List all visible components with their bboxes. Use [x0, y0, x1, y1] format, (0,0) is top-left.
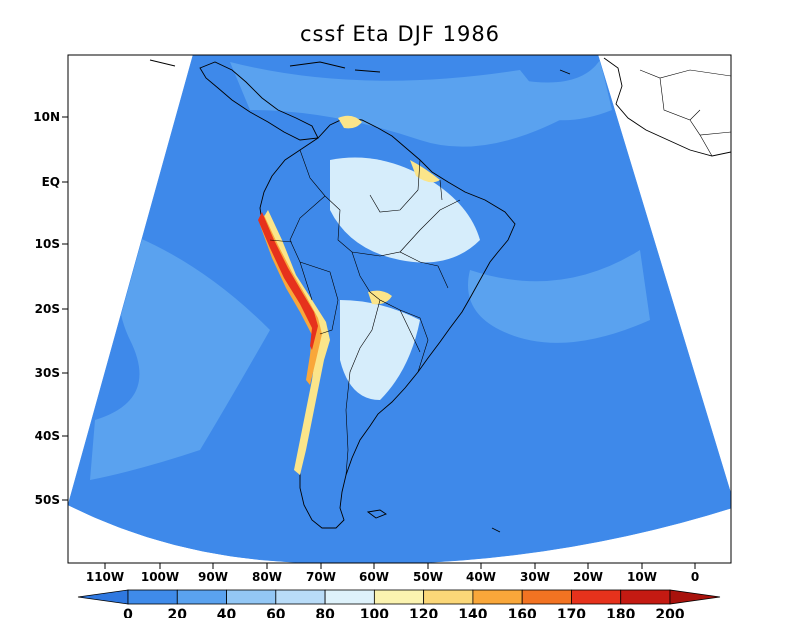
domain-outline [68, 55, 731, 563]
colorbar-arrow-left [77, 589, 129, 605]
ocean-band-south-pacific [90, 230, 270, 480]
lat-tick-label: 20S [35, 302, 60, 316]
lat-tick-label: 30S [35, 366, 60, 380]
caribbean-islands [149, 59, 571, 75]
lat-tick-marks [62, 116, 68, 501]
map-title: cssf Eta DJF 1986 [300, 22, 500, 46]
colorbar-label: 170 [557, 607, 586, 618]
model-domain [68, 55, 731, 563]
plateau-yellow-spot [368, 290, 392, 305]
lon-tick-label: 40W [466, 570, 496, 584]
colorbar-segment [373, 589, 425, 605]
colorbar-arrow-right [669, 589, 721, 605]
colorbar-label: 80 [315, 607, 335, 618]
coastline-africa [149, 57, 731, 533]
lon-tick-label: 20W [573, 570, 603, 584]
colorbar-label: 0 [123, 607, 133, 618]
lat-tick-label: 40S [35, 429, 60, 443]
lon-tick-label: 90W [198, 570, 228, 584]
lon-tick-label: 50W [413, 570, 443, 584]
colorbar-segment [275, 589, 326, 605]
guiana-yellow-spot [338, 115, 362, 129]
colorbar-segment [127, 589, 178, 605]
colorbar-label: 200 [655, 607, 684, 618]
colorbar-label: 160 [508, 607, 537, 618]
lat-axis: 10N EQ 10S 20S 30S 40S 50S [33, 110, 68, 507]
falkland-islands [366, 509, 387, 519]
colorbar-label: 100 [360, 607, 389, 618]
colorbar-label: 40 [217, 607, 237, 618]
lon-tick-marks [104, 563, 696, 569]
south-georgia [491, 527, 501, 533]
colorbar-segment [620, 589, 671, 605]
colorbar-segment [176, 589, 227, 605]
ocean-band-north [230, 62, 560, 147]
lat-tick-label: 10N [33, 110, 60, 124]
colorbar-label: 20 [168, 607, 188, 618]
coast-yellow-spot [410, 160, 440, 183]
colorbar-segment [472, 589, 523, 605]
ocean-band-south-atlantic [468, 250, 650, 343]
lat-tick-label: 50S [35, 493, 60, 507]
lon-axis: 110W 100W 90W 80W 70W 60W 50W 40W 30W 20… [86, 563, 699, 584]
lon-tick-label: 10W [627, 570, 657, 584]
colorbar-segment [423, 589, 474, 605]
land-light-interior [330, 157, 480, 263]
lat-tick-label: EQ [42, 175, 60, 189]
colorbar-segment [226, 589, 277, 605]
colorbar-segment [571, 589, 622, 605]
country-borders [269, 149, 461, 476]
lon-tick-label: 0 [691, 570, 699, 584]
africa-borders [639, 69, 731, 157]
lon-tick-label: 60W [359, 570, 389, 584]
andes-red-band [258, 212, 318, 350]
central-america-land [199, 61, 319, 141]
colorbar-segment [324, 589, 375, 605]
lon-tick-label: 70W [306, 570, 336, 584]
colorbar-label: 180 [606, 607, 635, 618]
lon-tick-label: 110W [86, 570, 124, 584]
ocean-band-east-atlantic [520, 60, 612, 121]
andes-yellow-band [262, 210, 330, 475]
colorbar-label: 140 [458, 607, 487, 618]
land-light-south [340, 300, 420, 400]
colorbar-label: 60 [266, 607, 286, 618]
lat-tick-label: 10S [35, 237, 60, 251]
colorbar: 0 20 40 60 80 100 120 140 160 170 180 200 [77, 589, 721, 618]
colorbar-segment [521, 589, 572, 605]
africa-coastline [603, 57, 731, 157]
lon-tick-label: 100W [141, 570, 179, 584]
lon-tick-label: 80W [252, 570, 282, 584]
lon-tick-label: 30W [520, 570, 550, 584]
colorbar-label: 120 [409, 607, 438, 618]
border-lines [269, 149, 461, 476]
land-field [199, 61, 516, 529]
